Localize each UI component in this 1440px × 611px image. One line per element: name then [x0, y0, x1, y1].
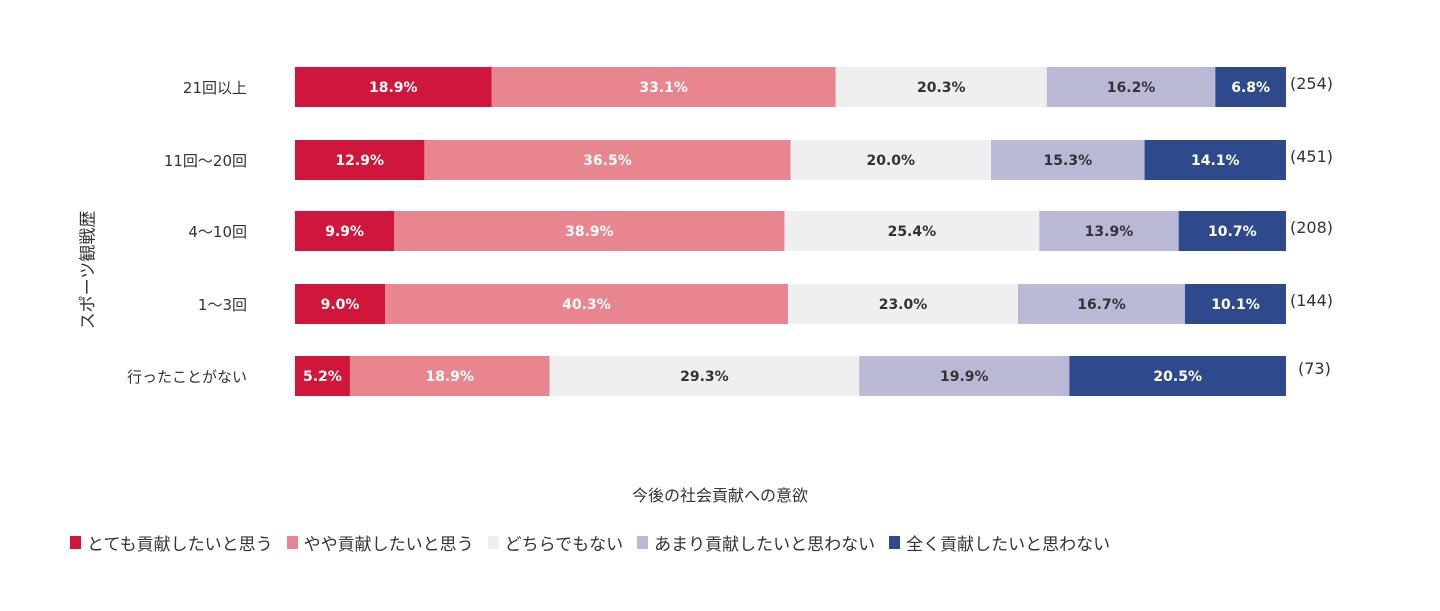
legend-item: やや貢献したいと思う [286, 530, 474, 555]
bar-segment [295, 211, 395, 251]
legend: とても貢献したいと思う やや貢献したいと思う どちらでもない あまり貢献したいと思わな… [70, 530, 1110, 555]
bar-segment [1069, 356, 1286, 396]
data-label: 5.2% [303, 369, 342, 385]
legend-swatch [637, 536, 649, 549]
data-label: 20.3% [917, 80, 966, 96]
x-axis-title: 今後の社会貢献への意欲 [631, 486, 808, 505]
bar-segment [295, 67, 492, 107]
data-label: 14.1% [1191, 153, 1240, 169]
bar-segment [295, 284, 385, 324]
data-label: 29.3% [680, 369, 729, 385]
data-label: 36.5% [583, 153, 632, 169]
data-label: 13.9% [1085, 224, 1134, 240]
data-label: 18.9% [369, 80, 418, 96]
category-label: 行ったことがない [127, 368, 247, 386]
bar-segment [295, 356, 350, 396]
category-label: 21回以上 [183, 79, 247, 97]
bar-segment [859, 356, 1070, 396]
legend-swatch [286, 536, 298, 549]
bar-segment [491, 67, 836, 107]
category-label: 4〜10回 [188, 223, 247, 241]
bar-segment [790, 140, 992, 180]
data-label: 25.4% [888, 224, 937, 240]
bar-segment [394, 211, 785, 251]
y-axis-title: スポーツ観戦歴 [78, 210, 99, 330]
legend-swatch [889, 536, 901, 549]
bar-segment [424, 140, 791, 180]
data-label: 18.9% [425, 369, 474, 385]
data-label: 38.9% [565, 224, 614, 240]
data-label: 19.9% [940, 369, 989, 385]
data-label: 16.7% [1077, 297, 1126, 313]
bar-segment [1018, 284, 1185, 324]
data-label: 15.3% [1044, 153, 1093, 169]
bar-segment [835, 67, 1047, 107]
legend-label: とても貢献したいと思う [87, 535, 273, 555]
data-label: 12.9% [335, 153, 384, 169]
category-label: 1〜3回 [198, 296, 247, 314]
legend-item: どちらでもない [487, 530, 624, 555]
count-label: (144) [1290, 291, 1333, 310]
data-label: 10.1% [1211, 297, 1260, 313]
data-label: 10.7% [1208, 224, 1257, 240]
legend-label: やや貢献したいと思う [303, 535, 474, 555]
bar-segment [1046, 67, 1216, 107]
legend-item: 全く貢献したいと思わない [889, 530, 1110, 555]
legend-item: あまり貢献したいと思わない [637, 530, 875, 555]
data-label: 20.5% [1153, 369, 1202, 385]
data-label: 23.0% [879, 297, 928, 313]
legend-label: 全く貢献したいと思わない [906, 535, 1111, 555]
bar-segment [991, 140, 1145, 180]
bar-segment [1039, 211, 1179, 251]
data-label: 33.1% [639, 80, 688, 96]
count-label: (254) [1290, 74, 1333, 93]
data-label: 6.8% [1231, 80, 1270, 96]
legend-label: どちらでもない [504, 535, 624, 555]
legend-label: あまり貢献したいと思わない [654, 535, 876, 555]
bar-segment [385, 284, 788, 324]
bar-segment [1144, 140, 1286, 180]
data-label: 16.2% [1107, 80, 1156, 96]
count-label: (73) [1298, 359, 1331, 378]
bar-segment [1178, 211, 1286, 251]
count-label: (451) [1290, 147, 1333, 166]
bar-segment [784, 211, 1040, 251]
bar-segment [1215, 67, 1286, 107]
bar-segment [295, 140, 425, 180]
data-label: 9.9% [325, 224, 364, 240]
data-label: 40.3% [562, 297, 611, 313]
legend-item: とても貢献したいと思う [70, 530, 273, 555]
data-label: 20.0% [867, 153, 916, 169]
data-label: 9.0% [321, 297, 360, 313]
bar-segment [349, 356, 550, 396]
legend-swatch [70, 536, 81, 549]
bar-segment [549, 356, 860, 396]
count-label: (208) [1290, 218, 1333, 237]
bar-segment [1185, 284, 1286, 324]
category-label: 11回〜20回 [164, 152, 247, 170]
legend-swatch [487, 536, 499, 549]
bar-segment [788, 284, 1018, 324]
